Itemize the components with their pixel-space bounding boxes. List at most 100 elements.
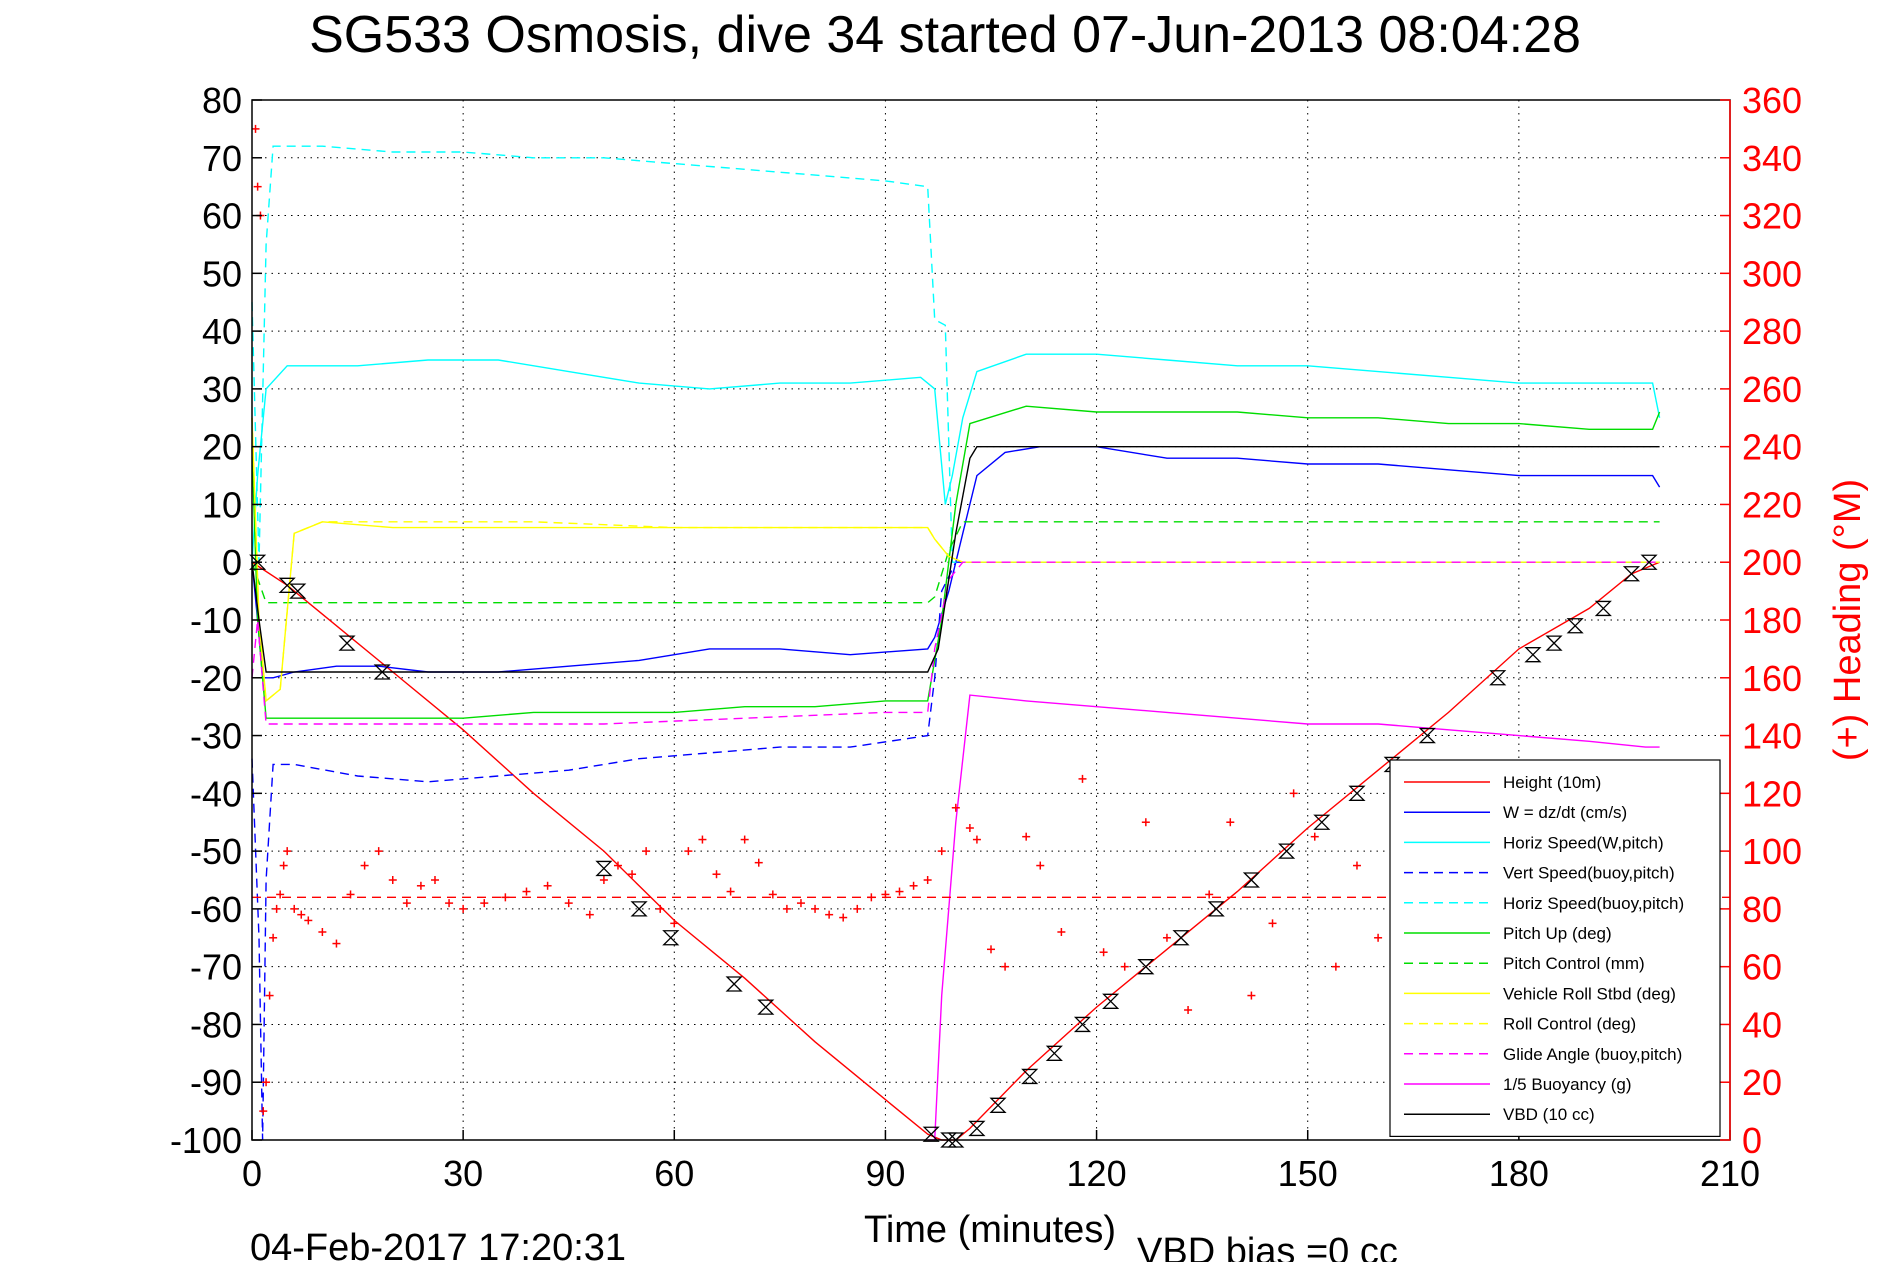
y2-tick-label: 0	[1742, 1120, 1762, 1161]
heading-point	[402, 899, 411, 908]
heading-point	[283, 847, 292, 856]
x-tick-label: 30	[443, 1153, 483, 1194]
y-tick-label: 50	[202, 253, 242, 294]
x-axis-ticks: 0 30 60 90 120 150 180 210	[242, 1130, 1760, 1194]
heading-point	[1099, 948, 1108, 957]
y2-tick-label: 100	[1742, 831, 1802, 872]
heading-point	[712, 870, 721, 879]
heading-point	[987, 945, 995, 954]
heading-point	[564, 899, 573, 908]
heading-point	[269, 933, 278, 942]
heading-point	[1141, 818, 1150, 827]
y-tick-label: -30	[190, 716, 242, 757]
heading-point	[670, 919, 679, 928]
height-marker	[725, 976, 743, 992]
heading-point	[811, 904, 820, 913]
heading-point	[1162, 933, 1171, 942]
heading-point	[965, 824, 974, 832]
heading-point	[1036, 861, 1045, 870]
grid-lines	[252, 100, 1730, 1140]
heading-point	[972, 835, 981, 844]
y-tick-label: -60	[190, 889, 242, 930]
heading-point	[1078, 774, 1087, 783]
legend: Height (10m) W = dz/dt (cm/s) Horiz Speed(…	[1389, 759, 1721, 1137]
height-marker	[1313, 814, 1331, 830]
footer-timestamp: 04-Feb-2017 17:20:31	[250, 1227, 626, 1262]
heading-point	[867, 893, 876, 902]
series-line-9	[251, 561, 1660, 725]
series-line-10	[927, 694, 1660, 1141]
heading-point	[276, 890, 285, 899]
y-tick-label: 80	[202, 80, 242, 121]
y-tick-label: 10	[202, 484, 242, 525]
y-tick-label: -10	[190, 600, 242, 641]
y2-tick-label: 280	[1742, 311, 1802, 352]
heading-point	[253, 182, 262, 191]
legend-entry: Height (10m)	[1503, 773, 1601, 792]
y2-tick-label: 60	[1742, 947, 1782, 988]
heading-point	[297, 910, 306, 919]
height-marker	[662, 930, 680, 946]
heading-point	[1374, 933, 1383, 942]
heading-point	[726, 887, 735, 896]
x-tick-label: 0	[242, 1153, 262, 1194]
heading-point	[304, 916, 313, 925]
heading-point	[272, 904, 281, 913]
heading-point	[1331, 962, 1340, 971]
heading-point	[909, 881, 918, 890]
legend-entry: Pitch Up (deg)	[1503, 924, 1612, 943]
heading-point	[251, 124, 260, 133]
y2-tick-label: 240	[1742, 427, 1802, 468]
legend-entry: Pitch Control (mm)	[1503, 954, 1645, 973]
series-line-1	[251, 446, 1661, 679]
heading-point	[1001, 962, 1010, 971]
height-marker	[249, 554, 267, 570]
height-marker	[1102, 993, 1120, 1009]
y2-tick-label: 260	[1742, 369, 1802, 410]
height-marker	[1172, 930, 1190, 946]
y-tick-label: -20	[190, 658, 242, 699]
footer-vbd-bias: VBD bias =0 cc	[1137, 1231, 1398, 1262]
height-marker	[757, 999, 775, 1015]
x-tick-label: 120	[1067, 1153, 1127, 1194]
y-tick-label: 0	[222, 542, 242, 583]
height-marker	[922, 1126, 940, 1142]
x-tick-label: 180	[1489, 1153, 1549, 1194]
heading-point	[628, 870, 637, 879]
x-axis-label: Time (minutes)	[864, 1209, 1116, 1251]
y2-tick-label: 360	[1742, 80, 1802, 121]
heading-point	[501, 893, 510, 902]
height-marker	[1418, 727, 1436, 744]
height-marker	[1207, 901, 1225, 917]
heading-point	[782, 904, 791, 913]
heading-point	[290, 904, 299, 913]
x-tick-label: 90	[865, 1153, 905, 1194]
legend-entry: Vert Speed(buoy,pitch)	[1503, 864, 1675, 883]
height-marker-layer	[249, 554, 1658, 1148]
heading-point	[1184, 1006, 1193, 1014]
height-marker	[278, 577, 296, 593]
y-tick-label: 20	[202, 427, 242, 468]
heading-point	[740, 835, 749, 844]
heading-point	[1226, 818, 1235, 827]
heading-point	[881, 890, 890, 899]
heading-point	[279, 861, 288, 870]
heading-point	[430, 876, 439, 884]
y2-tick-label: 340	[1742, 138, 1802, 179]
height-marker	[1278, 843, 1296, 859]
height-marker	[1640, 554, 1658, 570]
series-line-5	[251, 405, 1661, 719]
heading-point	[895, 887, 904, 896]
height-marker	[947, 1132, 965, 1148]
height-marker	[968, 1120, 986, 1137]
height-marker	[289, 583, 307, 599]
y-tick-label: 40	[202, 311, 242, 352]
y-tick-label: -90	[190, 1062, 242, 1103]
y2-tick-label: 160	[1742, 658, 1802, 699]
y2-tick-label: 140	[1742, 716, 1802, 757]
heading-point	[332, 939, 341, 948]
heading-point	[839, 913, 848, 922]
heading-point	[1205, 890, 1214, 899]
heading-point	[360, 861, 369, 870]
